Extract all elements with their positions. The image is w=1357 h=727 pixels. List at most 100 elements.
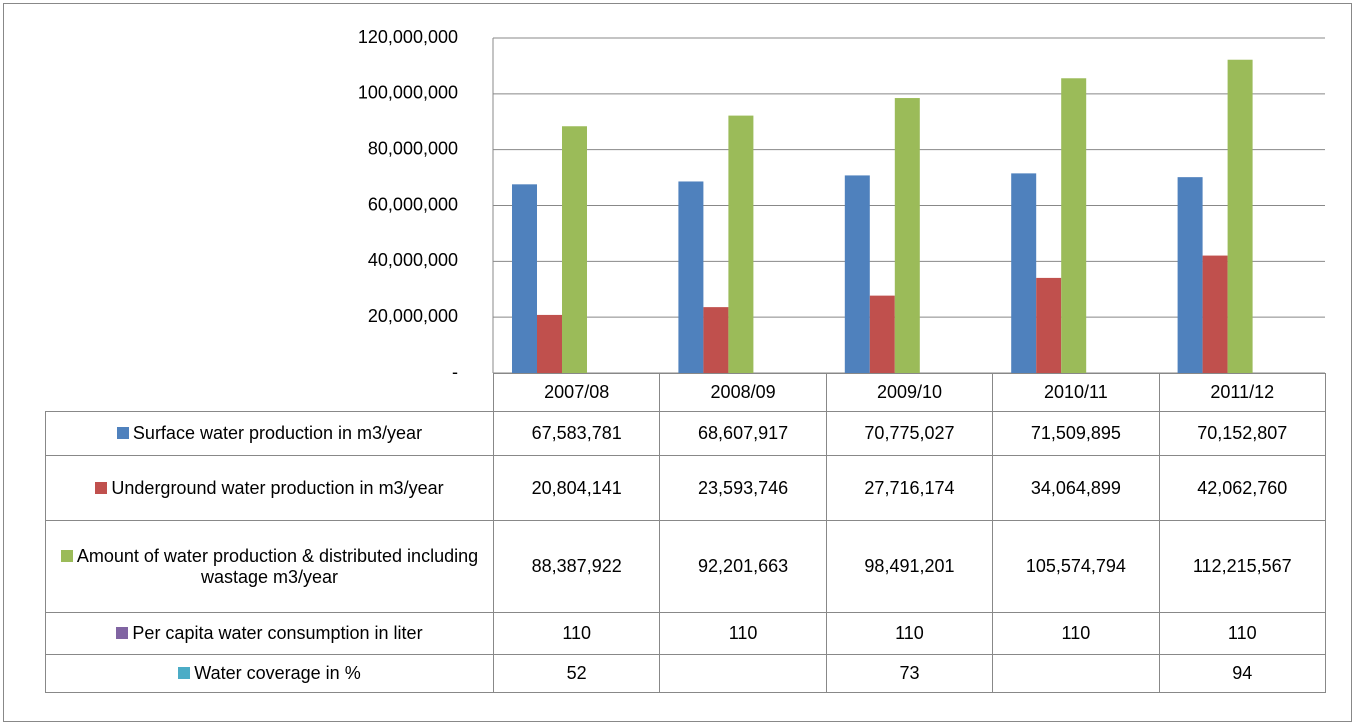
table-cell: 52 (492, 654, 661, 693)
x-tick-label: 2009/10 (825, 373, 994, 412)
value-label: 23,593,746 (698, 477, 789, 498)
legend-label: Underground water production in m3/year (111, 477, 444, 498)
bar (869, 295, 895, 373)
legend-cell: Amount of water production & distributed… (45, 520, 494, 613)
legend-cell: Underground water production in m3/year (45, 455, 494, 521)
table-cell: 73 (825, 654, 994, 693)
blank-cell (46, 374, 494, 412)
value-label: 110 (1227, 623, 1257, 643)
table-cell: 92,201,663 (659, 520, 827, 613)
y-tick-label: 80,000,000 (368, 138, 458, 158)
value-label: 20,804,141 (531, 477, 622, 498)
legend-cell: Surface water production in m3/year (45, 411, 494, 456)
table-cell: 110 (1158, 612, 1326, 655)
x-tick-label: 2008/09 (659, 373, 827, 412)
legend-label: Surface water production in m3/year (132, 423, 423, 443)
series-row: Surface water production in m3/year 67,58… (45, 411, 1326, 456)
table-cell: 110 (992, 612, 1160, 655)
legend-swatch (178, 667, 191, 679)
value-label: 70,775,027 (864, 423, 955, 443)
header-row: 2007/08 2008/09 2009/10 2010/11 2011/12 (46, 373, 1326, 412)
bar (678, 181, 704, 373)
y-tick-label: 100,000,000 (358, 83, 458, 103)
bar (1202, 255, 1228, 373)
legend-swatch (116, 427, 129, 439)
table-cell (659, 654, 827, 693)
table-cell: 98,491,201 (825, 520, 994, 613)
data-table: 2007/08 2008/09 2009/10 2010/11 2011/12 Surfa… (45, 373, 1326, 693)
bar (1177, 177, 1203, 373)
legend-swatch (95, 481, 108, 494)
table-cell: 23,593,746 (659, 455, 827, 521)
value-label: 52 (566, 663, 587, 683)
y-tick-label: 20,000,000 (368, 306, 458, 326)
x-tick-label: 2007/08 (492, 373, 661, 412)
bar (703, 307, 729, 373)
bar (1227, 59, 1253, 374)
bar (894, 98, 920, 373)
value-label: 112,215,567 (1192, 556, 1292, 576)
value-label: 71,509,895 (1030, 423, 1121, 443)
value-label: 70,152,807 (1197, 423, 1288, 443)
value-label: 42,062,760 (1197, 477, 1288, 498)
legend-label: Per capita water consumption in liter (132, 623, 423, 643)
table-cell: 20,804,141 (492, 455, 661, 521)
table-cell: 110 (825, 612, 994, 655)
table-cell: 110 (659, 612, 827, 655)
value-label: 67,583,781 (531, 423, 622, 443)
value-label: 34,064,899 (1030, 477, 1121, 498)
table-cell: 105,574,794 (992, 520, 1160, 613)
bar (1061, 78, 1087, 373)
table-cell: 110 (492, 612, 661, 655)
table-cell: 67,583,781 (492, 411, 661, 456)
bar (562, 126, 587, 373)
value-label: 68,607,917 (698, 423, 789, 443)
table-cell: 34,064,899 (992, 455, 1160, 521)
series-row: Underground water production in m3/year 2… (45, 455, 1326, 521)
value-label: 110 (728, 623, 758, 643)
bar (1036, 277, 1062, 373)
legend-swatch (60, 549, 73, 562)
y-tick-label: 60,000,000 (368, 194, 458, 214)
table-cell (992, 654, 1160, 693)
value-label: 27,716,174 (864, 477, 955, 498)
series-row: Amount of water production & distributed… (45, 520, 1326, 613)
table-cell: 70,775,027 (825, 411, 994, 456)
value-label: 88,387,922 (531, 556, 622, 576)
table-cell: 88,387,922 (492, 520, 661, 613)
legend-cell: Per capita water consumption in liter (45, 612, 494, 655)
series-row: Water coverage in % 52 73 94 (45, 654, 1326, 693)
x-tick-label: 2010/11 (992, 373, 1160, 412)
y-tick-label: - (452, 362, 458, 382)
table-cell: 68,607,917 (659, 411, 827, 456)
table-cell: 42,062,760 (1158, 455, 1326, 521)
bar (844, 175, 870, 373)
bar (537, 314, 562, 373)
series-row: Per capita water consumption in liter 110… (45, 612, 1326, 655)
value-label: 110 (895, 623, 924, 643)
y-tick-label: 40,000,000 (368, 250, 458, 270)
table-cell: 112,215,567 (1158, 520, 1326, 613)
value-label: 105,574,794 (1025, 556, 1126, 576)
table-cell: 94 (1158, 654, 1326, 693)
bar (1011, 173, 1037, 373)
value-label: 94 (1232, 663, 1253, 683)
chart-frame (3, 3, 1352, 722)
y-tick-label: 120,000,000 (358, 27, 458, 47)
legend-label: Water coverage in % (194, 663, 361, 683)
legend-label: Amount of water production & distributed… (76, 545, 479, 587)
value-label: 110 (1061, 623, 1091, 643)
value-label: 73 (899, 663, 920, 683)
legend-cell: Water coverage in % (45, 654, 494, 693)
table-cell: 27,716,174 (825, 455, 994, 521)
x-tick-label: 2011/12 (1158, 373, 1326, 412)
value-label: 110 (562, 623, 592, 643)
value-label: 98,491,201 (864, 556, 955, 576)
table-cell: 71,509,895 (992, 411, 1160, 456)
legend-swatch (116, 627, 129, 639)
table-cell: 70,152,807 (1158, 411, 1326, 456)
bar (728, 115, 754, 373)
bar (512, 184, 537, 373)
